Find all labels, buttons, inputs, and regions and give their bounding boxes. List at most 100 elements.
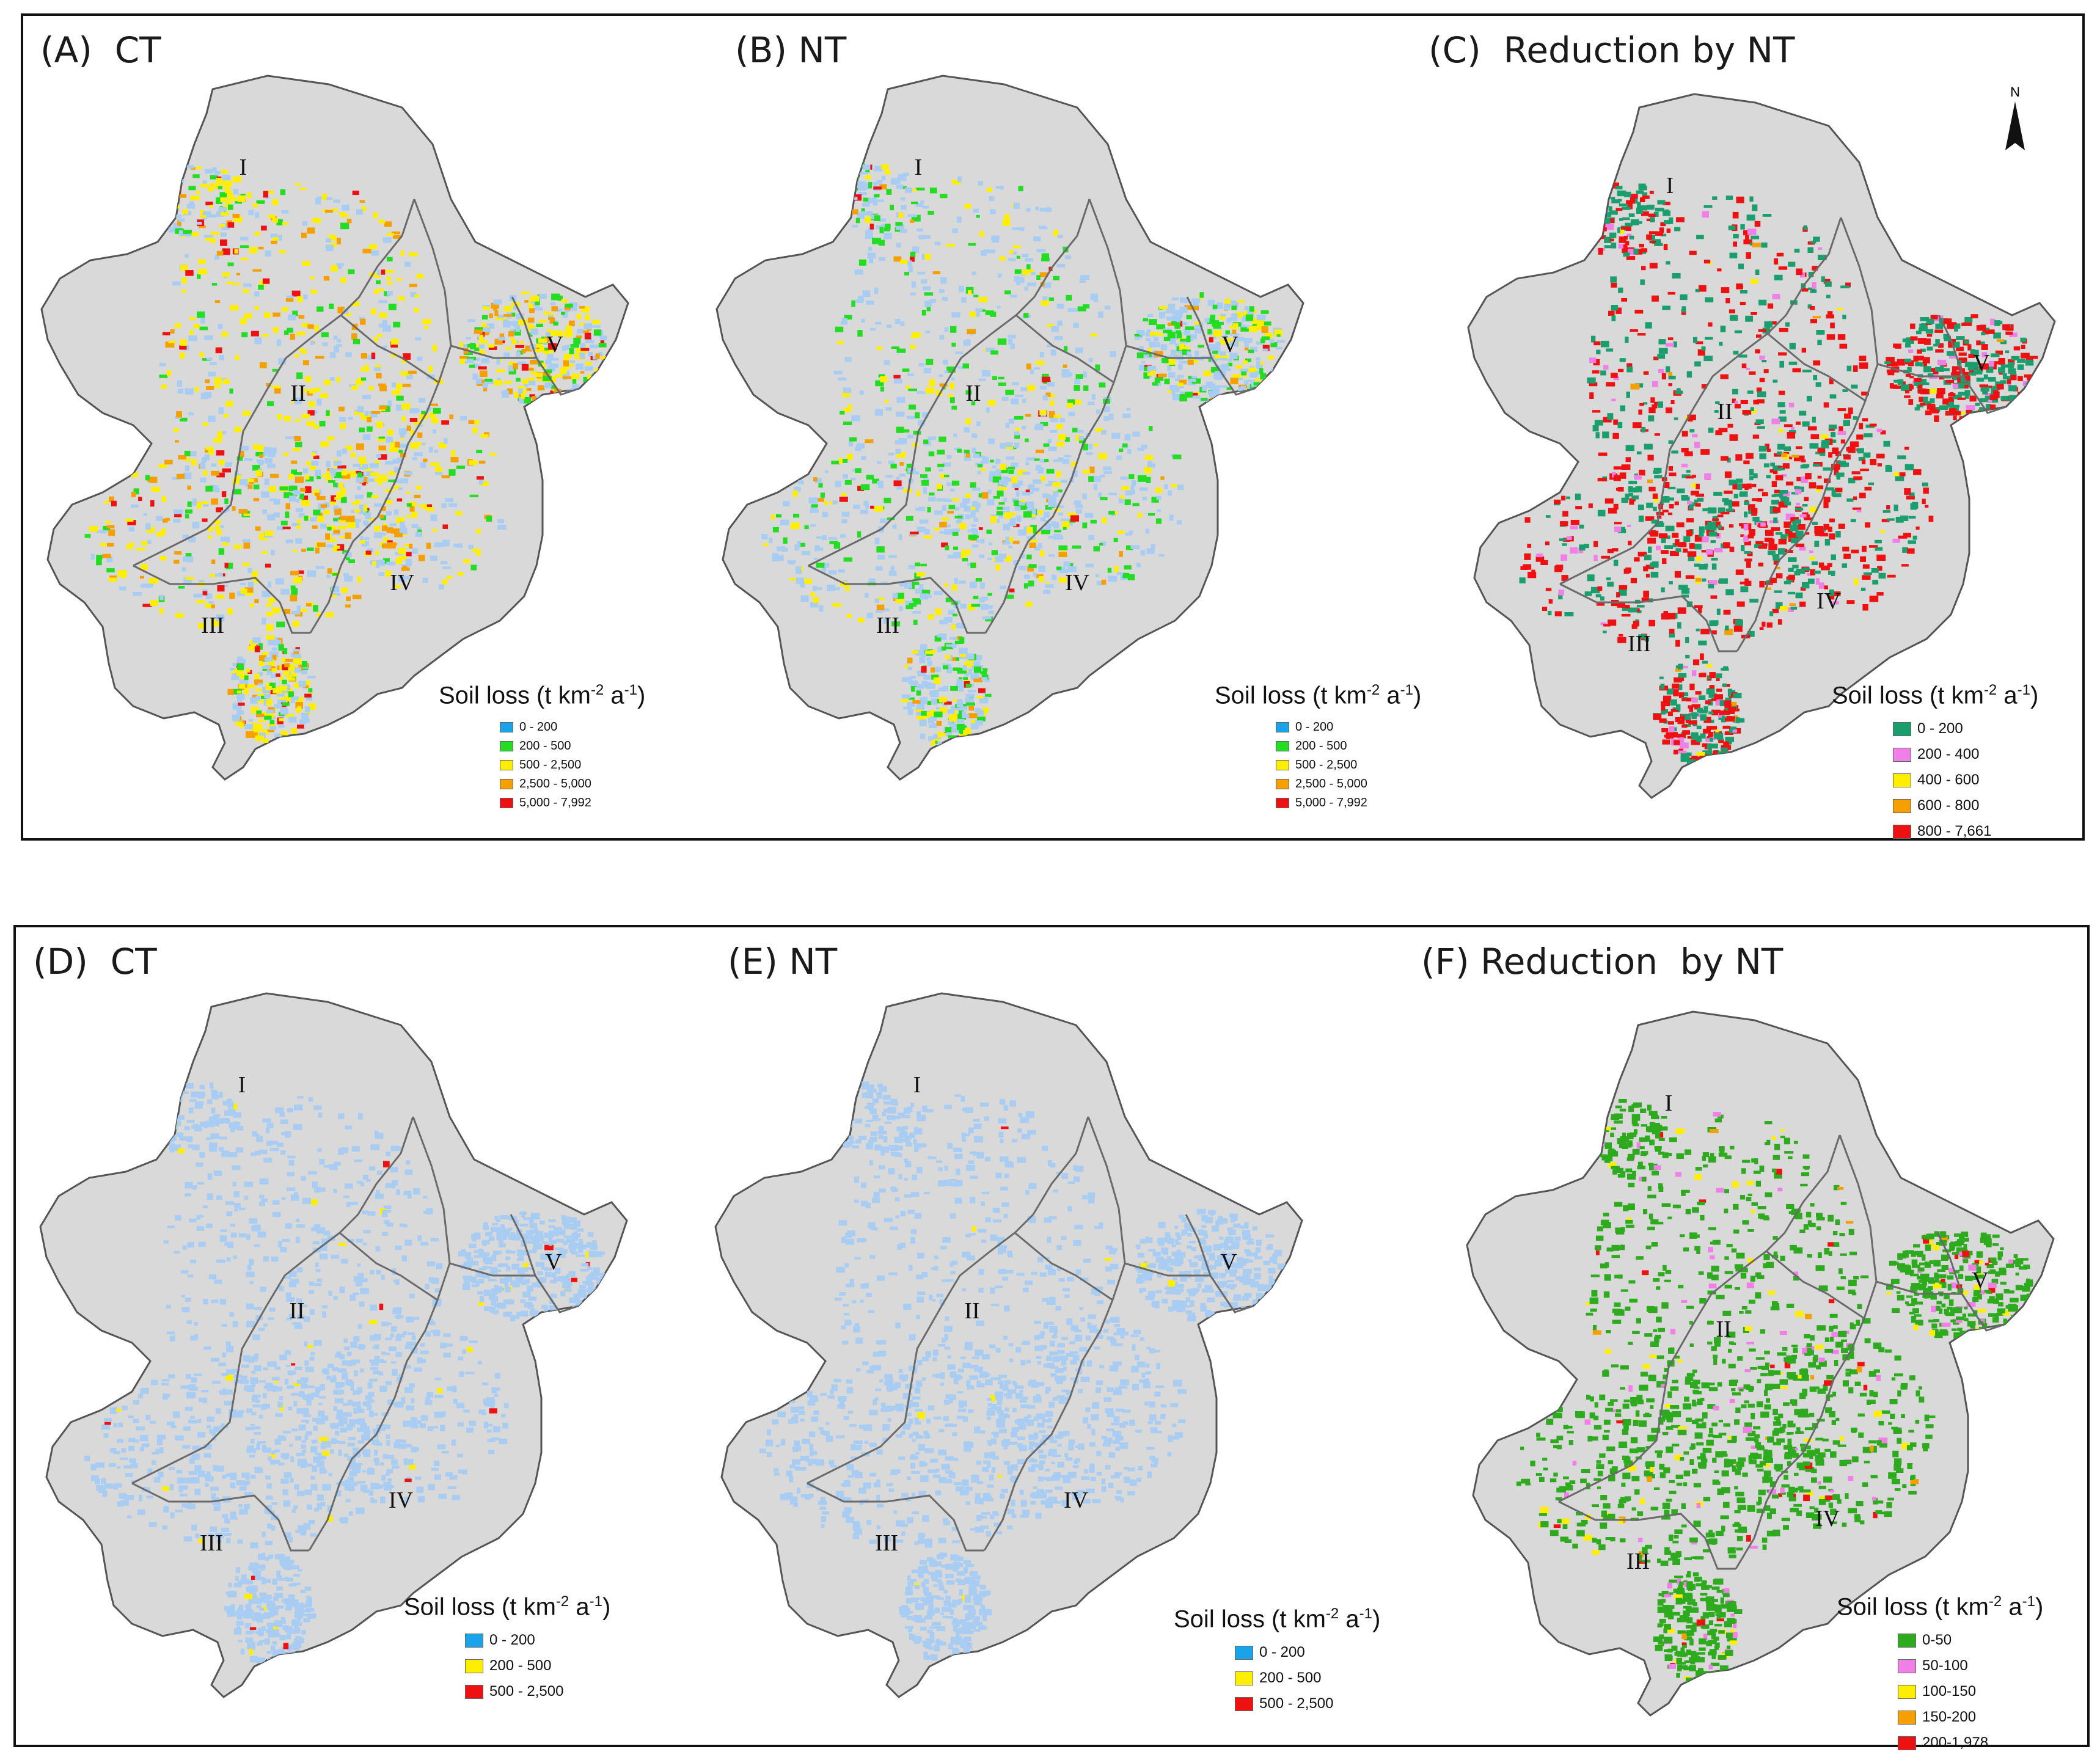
legend-item: 500 - 2,500 bbox=[1276, 758, 1421, 772]
legend-title-part: -1 bbox=[624, 682, 637, 698]
region-label-IV: IV bbox=[390, 570, 415, 596]
legend-label: 500 - 2,500 bbox=[1295, 758, 1358, 772]
legend-title-part: a bbox=[1380, 682, 1400, 709]
subregion-boundary bbox=[1736, 217, 1879, 652]
legend-title-part: -1 bbox=[2022, 1593, 2035, 1610]
subregion-boundary bbox=[984, 199, 1127, 634]
subregion-boundary bbox=[131, 1482, 309, 1552]
map-panel-0: (A) CT I II III IV V Soil loss (t km-2 a-1) 0 -… bbox=[23, 16, 711, 838]
subregion-boundary bbox=[308, 1116, 451, 1551]
subregion-boundary bbox=[1559, 583, 1737, 652]
figure-group-top: (A) CT I II III IV V Soil loss (t km-2 a-1) 0 -… bbox=[21, 13, 2085, 841]
subregion-boundary bbox=[1185, 1214, 1212, 1276]
legend-label: 2,500 - 5,000 bbox=[519, 777, 591, 791]
legend-title-part: Soil loss (t km bbox=[1837, 1593, 1989, 1621]
panel-title: (B) NT bbox=[735, 29, 847, 71]
legend-swatch bbox=[1893, 773, 1911, 787]
region-label-V: V bbox=[1973, 350, 1990, 376]
legend-title-part: -2 bbox=[1988, 1593, 2002, 1610]
legend-item: 5,000 - 7,992 bbox=[1276, 796, 1421, 810]
legend-label: 200 - 500 bbox=[1295, 739, 1347, 753]
region-label-II: II bbox=[290, 381, 305, 406]
region-label-II: II bbox=[965, 381, 981, 406]
subregion-boundary bbox=[511, 296, 538, 359]
panel-title: (F) Reduction by NT bbox=[1421, 941, 1784, 982]
legend-swatch bbox=[1893, 798, 1911, 813]
legend-item: 200 - 500 bbox=[1235, 1670, 1380, 1687]
legend-swatch bbox=[1893, 824, 1911, 839]
legend-label: 0 - 200 bbox=[1259, 1644, 1305, 1661]
region-label-V: V bbox=[545, 1249, 562, 1275]
subregion-boundary bbox=[1186, 296, 1213, 359]
legend-label: 400 - 600 bbox=[1917, 772, 1980, 789]
legend-item: 400 - 600 bbox=[1893, 772, 2038, 789]
legend-title-part: -1 bbox=[589, 1593, 602, 1610]
legend-label: 5,000 - 7,992 bbox=[1295, 796, 1367, 810]
region-label-I: I bbox=[915, 155, 923, 180]
legend-label: 800 - 7,661 bbox=[1917, 823, 1992, 840]
region-label-I: I bbox=[1665, 1090, 1673, 1116]
legend: Soil loss (t km-2 a-1) 0-50 50-100 100-150 1… bbox=[1837, 1593, 2043, 1760]
legend-title-part: ) bbox=[602, 1593, 611, 1621]
legend-swatch bbox=[1893, 721, 1911, 736]
legend-item: 0 - 200 bbox=[500, 720, 645, 734]
legend-swatch bbox=[465, 1659, 483, 1673]
legend-swatch bbox=[1276, 760, 1289, 771]
legend-title: Soil loss (t km-2 a-1) bbox=[1215, 682, 1421, 709]
legend-label: 200 - 500 bbox=[519, 739, 571, 753]
land-area bbox=[39, 992, 628, 1698]
legend-title-part: a bbox=[1339, 1605, 1359, 1633]
soil-loss-pixels bbox=[84, 165, 609, 743]
legend-label: 150-200 bbox=[1922, 1709, 1977, 1726]
legend-swatch bbox=[500, 741, 513, 752]
legend-label: 500 - 2,500 bbox=[489, 1683, 564, 1700]
legend-swatch bbox=[465, 1684, 483, 1699]
legend-label: 0 - 200 bbox=[1295, 720, 1334, 734]
legend-item: 0 - 200 bbox=[1276, 720, 1421, 734]
subregion-boundary bbox=[1936, 1232, 1963, 1294]
legend-title-part: -2 bbox=[590, 682, 604, 698]
legend-item: 500 - 2,500 bbox=[1235, 1695, 1380, 1712]
region-label-I: I bbox=[913, 1072, 921, 1098]
legend-title-part: a bbox=[1997, 682, 2018, 709]
legend-title-part: a bbox=[569, 1593, 590, 1621]
legend-swatch bbox=[1898, 1659, 1916, 1673]
legend-title-part: a bbox=[604, 682, 624, 709]
region-label-III: III bbox=[200, 1530, 223, 1556]
subregion-boundary bbox=[807, 1116, 1089, 1484]
north-label: N bbox=[2010, 84, 2020, 100]
legend-label: 600 - 800 bbox=[1917, 797, 1980, 814]
legend-label: 500 - 2,500 bbox=[519, 758, 582, 772]
legend: Soil loss (t km-2 a-1) 0 - 200 200 - 500 50… bbox=[1215, 682, 1421, 815]
legend-label: 200 - 500 bbox=[1259, 1670, 1322, 1687]
legend-swatch bbox=[500, 779, 513, 790]
legend-label: 0 - 200 bbox=[489, 1632, 535, 1649]
legend-title-part: -1 bbox=[2017, 682, 2030, 698]
north-arrow-icon: N bbox=[2005, 84, 2025, 150]
map-panel-1: (B) NT I II III IV V Soil loss (t km-2 a-1) 0 -… bbox=[711, 16, 1421, 838]
legend-title-part: -1 bbox=[1400, 682, 1413, 698]
legend-label: 0-50 bbox=[1922, 1632, 1952, 1649]
region-label-I: I bbox=[1666, 173, 1674, 199]
land-area bbox=[40, 75, 629, 781]
legend: Soil loss (t km-2 a-1) 0 - 200 200 - 500 50… bbox=[404, 1593, 610, 1709]
legend-swatch bbox=[1898, 1736, 1916, 1750]
legend-swatch bbox=[1235, 1696, 1253, 1711]
subregion-boundary bbox=[1767, 332, 1866, 402]
legend-title: Soil loss (t km-2 a-1) bbox=[1174, 1605, 1380, 1633]
legend-title: Soil loss (t km-2 a-1) bbox=[1832, 682, 2038, 709]
region-label-II: II bbox=[1716, 1316, 1731, 1342]
legend-item: 200-1,978 bbox=[1898, 1734, 2043, 1751]
legend-label: 200 - 400 bbox=[1917, 746, 1980, 763]
legend-swatch bbox=[1898, 1684, 1916, 1699]
subregion-boundary bbox=[1014, 1232, 1113, 1301]
legend-label: 100-150 bbox=[1922, 1683, 1977, 1700]
legend-title-part: ) bbox=[637, 682, 646, 709]
legend-item: 100-150 bbox=[1898, 1683, 2043, 1700]
legend-title: Soil loss (t km-2 a-1) bbox=[439, 682, 645, 709]
soil-loss-pixels bbox=[1519, 182, 2038, 764]
